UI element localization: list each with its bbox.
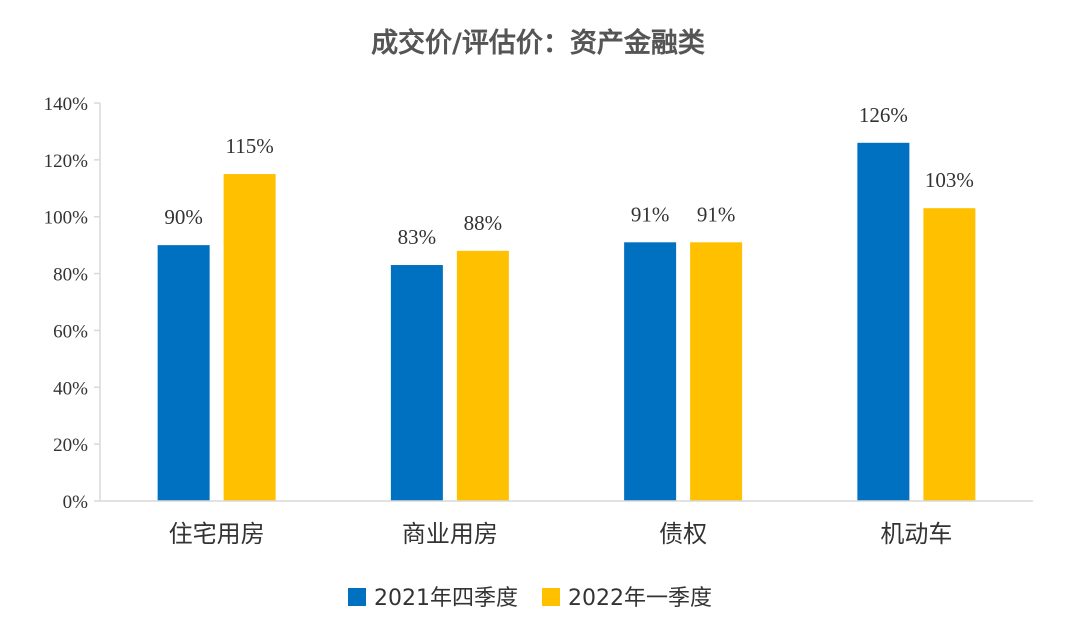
y-tick-label: 20%	[53, 435, 88, 456]
bar-1-2	[390, 265, 443, 501]
y-tick-label: 100%	[44, 208, 89, 229]
bar-2-1	[223, 174, 276, 502]
data-label: 90%	[164, 205, 203, 229]
x-category-label: 机动车	[880, 520, 952, 548]
legend-swatch	[348, 588, 366, 606]
data-label: 83%	[398, 225, 437, 249]
x-category-label: 商业用房	[402, 520, 498, 548]
bar-2-2	[456, 250, 509, 501]
data-labels: 90% 115% 83% 88% 91% 91% 126% 103%	[164, 103, 974, 249]
x-category-label: 住宅用房	[169, 520, 265, 548]
y-tick-label: 0%	[63, 492, 89, 513]
y-tick-label: 80%	[53, 265, 88, 286]
bar-2-3	[690, 242, 743, 502]
data-label: 103%	[925, 168, 974, 192]
x-category-label: 债权	[659, 520, 707, 548]
bar-2-4	[923, 208, 976, 501]
x-axis: 住宅用房 商业用房 债权 机动车	[100, 500, 1033, 548]
data-label: 91%	[631, 202, 670, 226]
bar-1-4	[857, 142, 910, 502]
y-tick-label: 140%	[44, 94, 89, 115]
bar-1-1	[157, 245, 210, 501]
bars	[157, 142, 976, 502]
y-tick-label: 60%	[53, 321, 88, 342]
data-label: 88%	[464, 211, 503, 235]
chart-title: 成交价/评估价：资产金融类	[371, 27, 705, 59]
data-label: 91%	[697, 202, 736, 226]
legend: 2021年四季度 2022年一季度	[348, 586, 712, 611]
data-label: 126%	[859, 103, 908, 127]
y-tick-label: 40%	[53, 378, 88, 399]
data-label: 115%	[226, 134, 274, 158]
legend-swatch	[542, 588, 560, 606]
bar-1-3	[624, 242, 677, 502]
y-tick-label: 120%	[44, 151, 89, 172]
legend-label: 2022年一季度	[568, 586, 712, 611]
legend-label: 2021年四季度	[374, 586, 518, 611]
y-axis: 0% 20% 40% 60% 80% 100% 120% 140%	[44, 94, 101, 513]
